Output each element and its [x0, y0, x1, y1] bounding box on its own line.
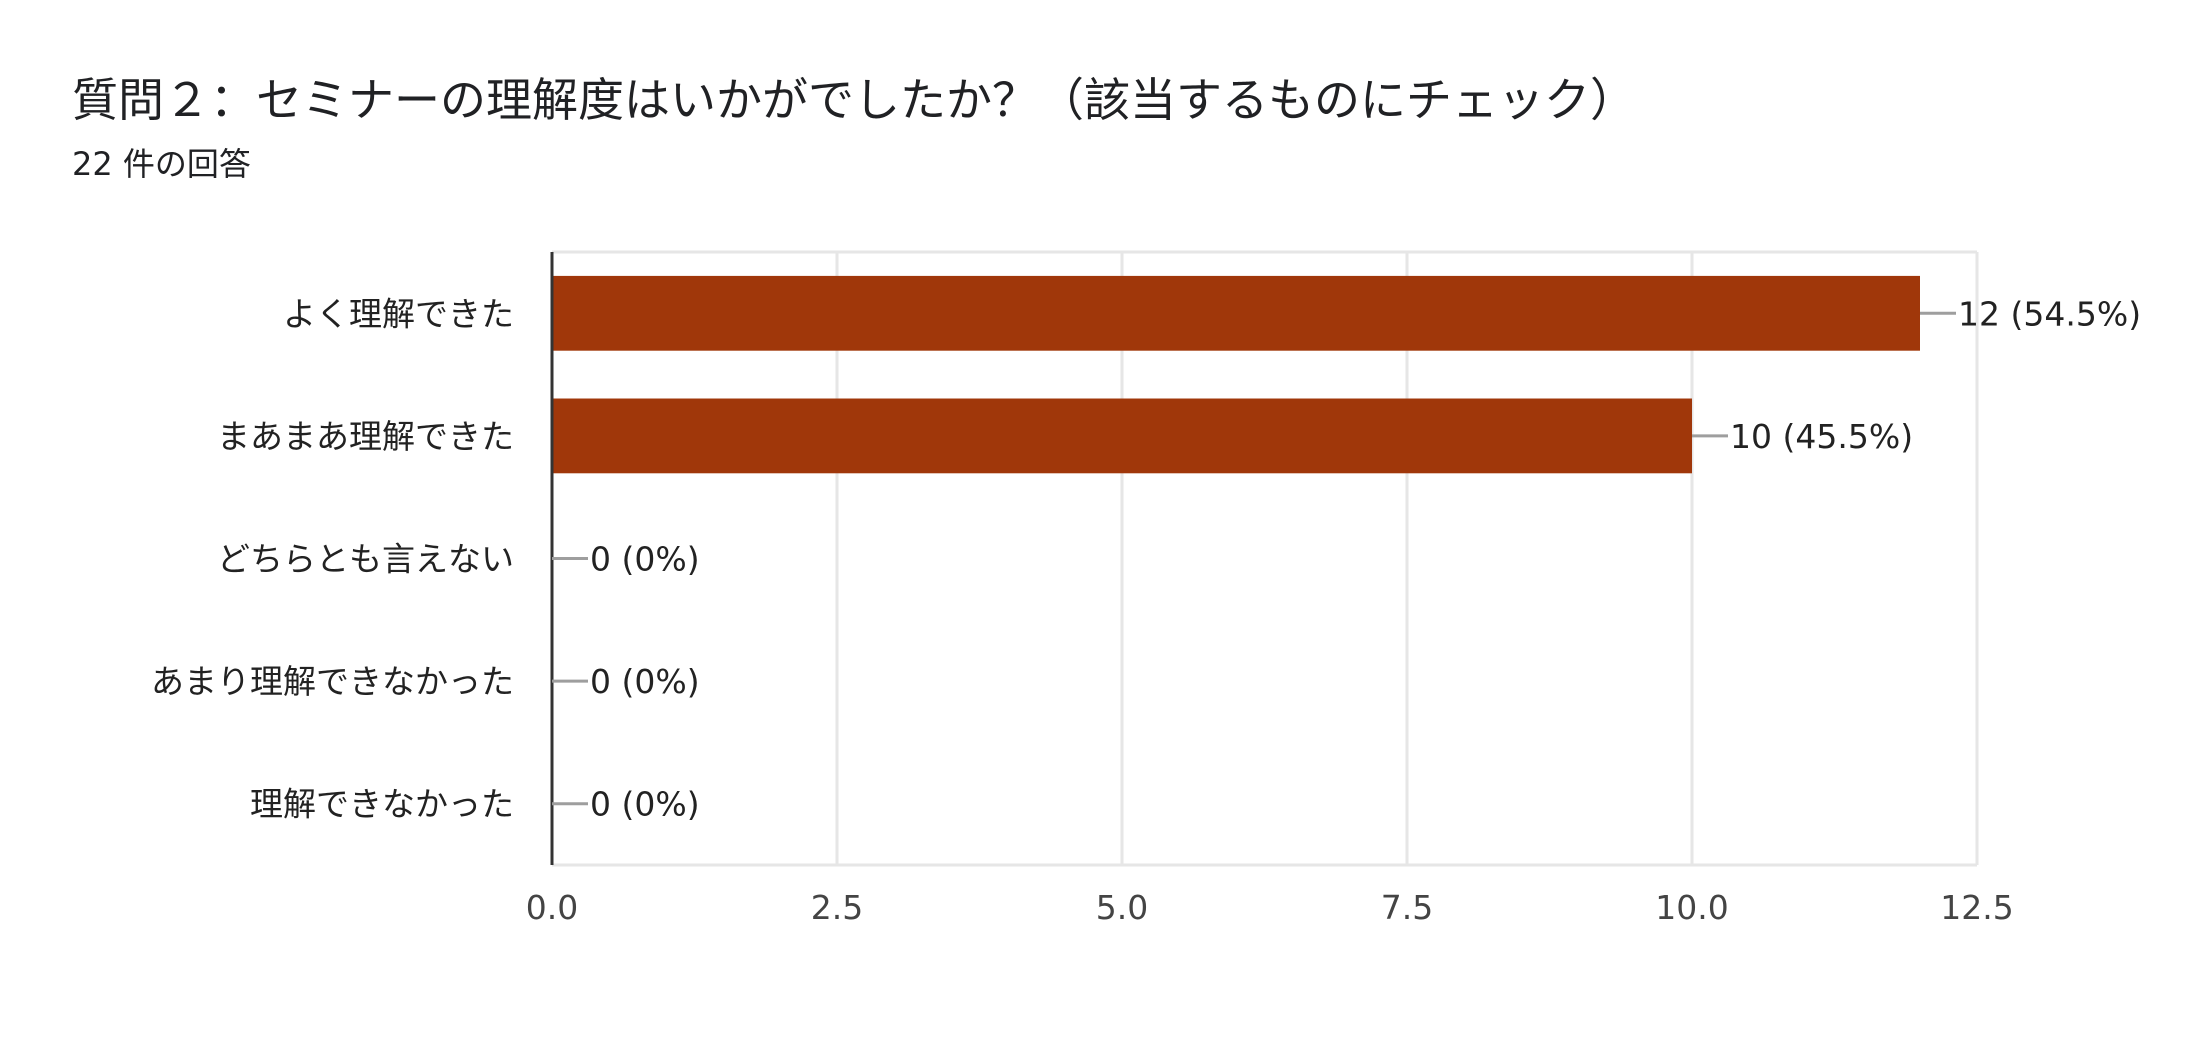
bar [552, 398, 1692, 474]
bar [552, 275, 1920, 351]
x-tick-label: 7.5 [1381, 888, 1433, 927]
data-label: 12 (54.5%) [1958, 294, 2141, 333]
category-label: 理解できなかった [250, 785, 514, 824]
chart-title: 質問２：セミナーの理解度はいかがでしたか？（該当するものにチェック） [72, 73, 1636, 127]
x-tick-label: 5.0 [1096, 888, 1148, 927]
category-label: どちらとも言えない [217, 540, 514, 579]
category-label: まあまあ理解できた [217, 417, 514, 456]
category-label: あまり理解できなかった [151, 662, 514, 701]
data-label: 0 (0%) [590, 540, 700, 579]
labels: 0.0 2.5 5.0 7.5 10.0 12.5 よく理解できた 12 (54.5%) まあま… [151, 294, 2141, 927]
category-label: よく理解できた [283, 294, 514, 333]
data-label: 10 (45.5%) [1730, 417, 1913, 456]
data-label: 0 (0%) [590, 662, 700, 701]
grid-lines [552, 250, 1979, 867]
x-tick-label: 12.5 [1940, 888, 2013, 927]
bars [552, 275, 1920, 474]
data-label: 0 (0%) [590, 785, 700, 824]
response-count: 22 件の回答 [72, 145, 251, 183]
x-tick-label: 0.0 [526, 888, 578, 927]
x-tick-label: 2.5 [811, 888, 863, 927]
chart-header: 質問２：セミナーの理解度はいかがでしたか？（該当するものにチェック） 22 件の… [72, 68, 1636, 186]
x-tick-label: 10.0 [1655, 888, 1728, 927]
